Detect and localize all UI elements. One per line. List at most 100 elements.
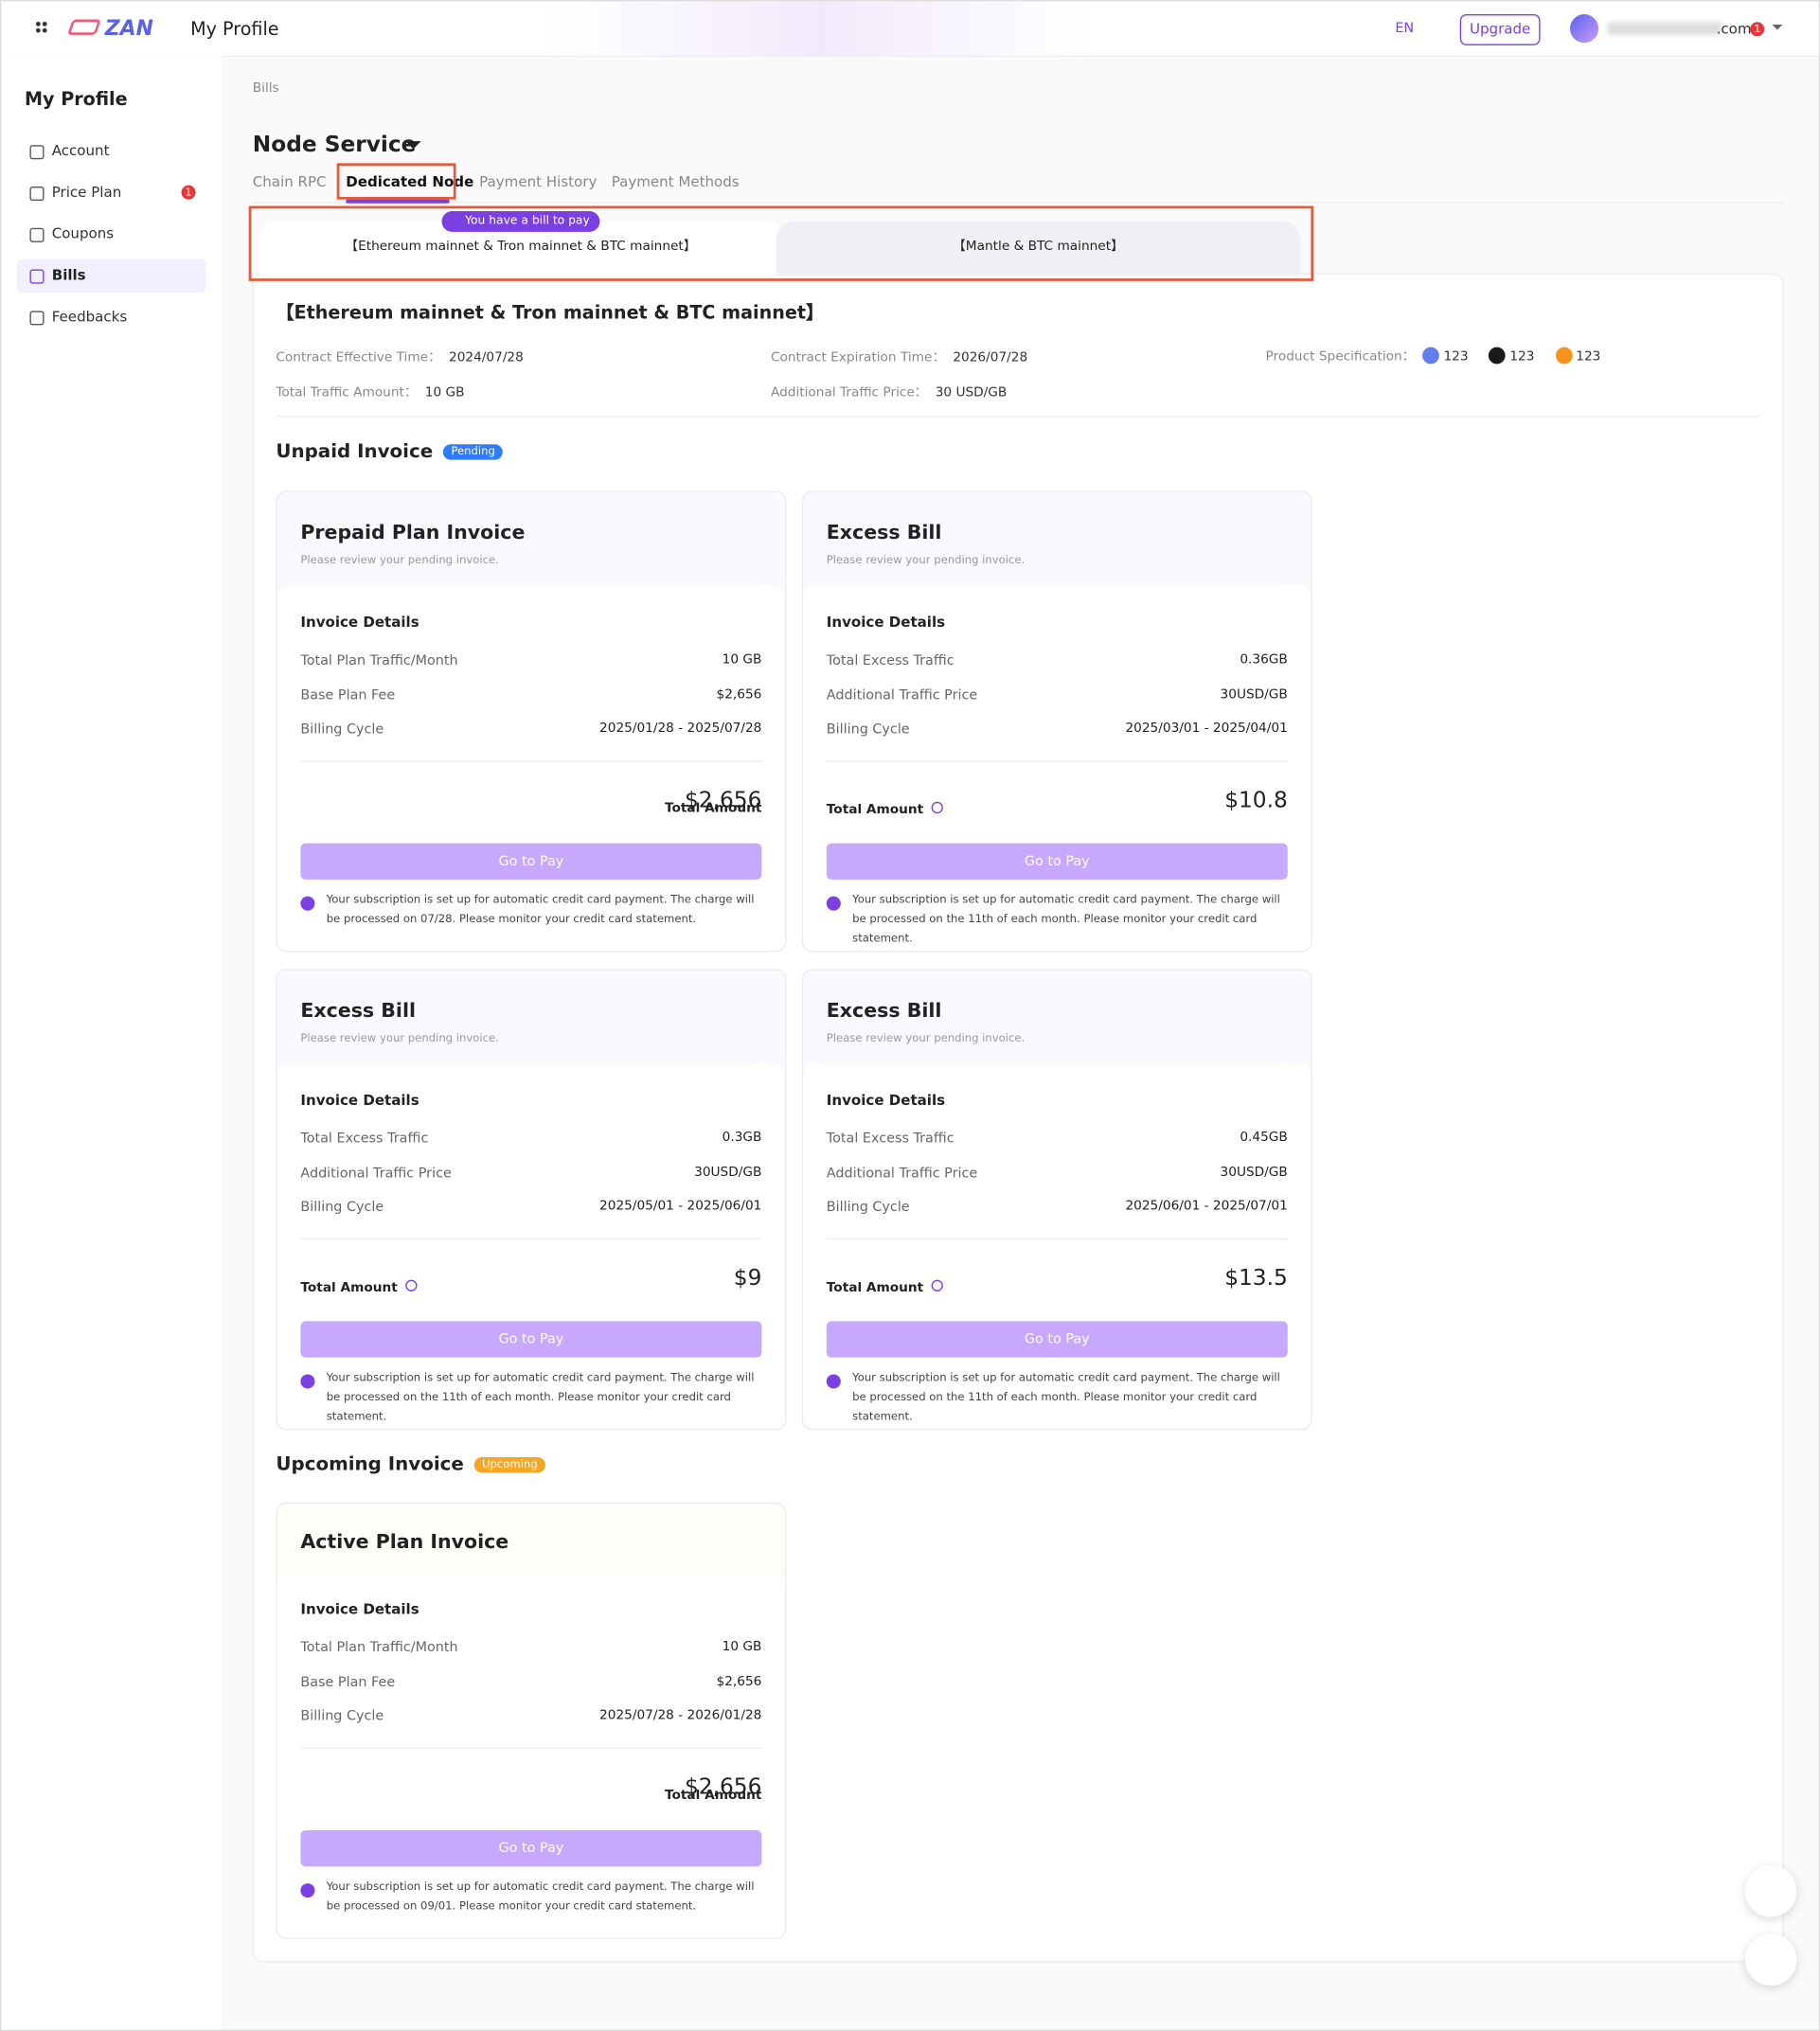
total-amount: $13.5 <box>1224 1265 1288 1292</box>
row-label: Base Plan Fee <box>300 686 396 704</box>
chat-button[interactable] <box>1744 1864 1797 1917</box>
tab-divider <box>252 202 1784 204</box>
subtab-active[interactable]: 【Ethereum mainnet & Tron mainnet & BTC m… <box>259 221 781 276</box>
detail-row: Total Excess Traffic 0.3GB <box>300 1131 761 1146</box>
notice-pill: You have a bill to pay <box>441 210 600 232</box>
heading[interactable]: Node Service <box>252 132 417 158</box>
pay-button[interactable]: Go to Pay <box>300 1321 762 1358</box>
invoice-card: Excess Bill Please review your pending in… <box>801 490 1312 953</box>
logo[interactable]: ZAN <box>104 15 153 41</box>
total-amount: $2,656 <box>685 1774 762 1801</box>
divider <box>826 760 1288 762</box>
row-value: 2025/05/01 - 2025/06/01 <box>599 1199 762 1214</box>
detail-row: Base Plan Fee $2,656 <box>300 687 761 703</box>
row-value: 2025/07/28 - 2026/01/28 <box>599 1708 762 1723</box>
tab[interactable]: Chain RPC <box>252 173 327 191</box>
upgrade-button[interactable]: Upgrade <box>1459 14 1541 45</box>
payment-note: Your subscription is set up for automati… <box>326 1371 755 1424</box>
total-amount: $2,656 <box>685 787 762 814</box>
total-text: Total Amount <box>664 1789 762 1804</box>
field-value: 30 USD/GB <box>935 385 1008 401</box>
discord-button[interactable] <box>1744 1933 1797 1986</box>
tab[interactable]: Dedicated Node <box>346 173 474 191</box>
nav-item[interactable]: Feedbacks <box>17 300 206 334</box>
row-value: $2,656 <box>716 686 762 702</box>
nav-item[interactable]: Price Plan 1 <box>17 176 206 210</box>
divider <box>276 416 1761 418</box>
nav-item[interactable]: Bills <box>16 258 206 294</box>
section-badge: Upcoming <box>473 1457 545 1473</box>
nav-icon <box>29 145 45 160</box>
details-title: Invoice Details <box>300 1600 419 1618</box>
chain-icon <box>1422 347 1440 365</box>
spec-value: 123 <box>1443 349 1469 365</box>
card-subtitle: Please review your pending invoice. <box>826 554 1026 568</box>
header: ZAN My Profile EN Upgrade .com 1 <box>1 1 1819 58</box>
info-dot <box>300 896 315 911</box>
user-email[interactable]: .com <box>1716 20 1752 38</box>
card-body: Invoice Details Total Plan Traffic/Month 1… <box>277 585 786 952</box>
section-title: Unpaid Invoice Pending <box>276 441 504 463</box>
payment-note: Your subscription is set up for automati… <box>852 1371 1280 1424</box>
divider <box>300 760 762 762</box>
user-badge: 1 <box>1750 22 1765 37</box>
detail-row: Total Plan Traffic/Month 10 GB <box>300 652 761 668</box>
row-value: 0.3GB <box>722 1131 762 1146</box>
detail-row: Total Excess Traffic 0.45GB <box>827 1131 1288 1146</box>
total-amount: $10.8 <box>1224 787 1288 814</box>
payment-note: Your subscription is set up for automati… <box>326 1880 755 1914</box>
detail-row: Additional Traffic Price 30USD/GB <box>827 687 1288 703</box>
card-body: Invoice Details Total Excess Traffic 0.36G… <box>803 585 1311 952</box>
nav-badge: 1 <box>181 185 196 200</box>
detail-row: Billing Cycle 2025/05/01 - 2025/06/01 <box>300 1200 761 1215</box>
contract-field: Contract Expiration Time： 2026/07/28 <box>771 342 1027 366</box>
section-label: Upcoming Invoice <box>276 1454 464 1476</box>
tab[interactable]: Payment History <box>479 173 598 191</box>
nav-label: Coupons <box>51 225 115 242</box>
nav-item[interactable]: Account <box>17 134 206 169</box>
detail-row: Billing Cycle 2025/06/01 - 2025/07/01 <box>827 1200 1288 1215</box>
total-amount: $9 <box>733 1265 762 1292</box>
total-label: Total Amount <box>300 1789 761 1803</box>
language[interactable]: EN <box>1395 20 1415 37</box>
field-label: Total Traffic Amount： <box>276 385 418 401</box>
header-title[interactable]: My Profile <box>190 19 279 41</box>
nav-item[interactable]: Coupons <box>17 218 206 252</box>
total-text: Total Amount <box>826 1280 924 1295</box>
field-label: Contract Expiration Time： <box>770 350 946 365</box>
details-title: Invoice Details <box>300 614 419 632</box>
nav-icon <box>29 186 45 202</box>
field-label: Contract Effective Time： <box>276 350 441 365</box>
divider <box>300 1238 762 1240</box>
pay-button[interactable]: Go to Pay <box>300 1829 762 1867</box>
field-value: 2026/07/28 <box>953 350 1028 365</box>
detail-row: Base Plan Fee $2,656 <box>300 1674 761 1689</box>
row-label: Additional Traffic Price <box>826 686 978 704</box>
section-label: Unpaid Invoice <box>276 441 434 463</box>
row-value: 2025/01/28 - 2025/07/28 <box>599 721 762 737</box>
card-subtitle: Please review your pending invoice. <box>300 1032 499 1045</box>
total-label: Total Amount <box>827 801 1288 817</box>
pay-button[interactable]: Go to Pay <box>826 843 1288 880</box>
contract-field: Additional Traffic Price： 30 USD/GB <box>771 377 1007 401</box>
divider <box>300 1747 762 1749</box>
row-label: Billing Cycle <box>826 721 910 738</box>
row-label: Billing Cycle <box>300 721 384 738</box>
detail-row: Additional Traffic Price 30USD/GB <box>300 1166 761 1181</box>
card-body: Invoice Details Total Excess Traffic 0.3GB… <box>277 1063 786 1429</box>
pay-button[interactable]: Go to Pay <box>826 1321 1288 1358</box>
row-label: Billing Cycle <box>826 1199 910 1216</box>
field-label: Product Specification： <box>1265 349 1416 365</box>
pay-button[interactable]: Go to Pay <box>300 843 762 880</box>
section-badge: Pending <box>443 444 504 460</box>
card-title: Excess Bill <box>826 998 942 1023</box>
dropdown-caret <box>1772 24 1783 35</box>
logo-mark <box>66 19 101 35</box>
contract-field: Total Traffic Amount： 10 GB <box>276 377 464 401</box>
heading-caret <box>405 141 421 156</box>
total-label: Total Amount <box>300 802 761 816</box>
subtab[interactable]: 【Mantle & BTC mainnet】 <box>776 221 1301 276</box>
tab[interactable]: Payment Methods <box>611 173 740 191</box>
card-title: Excess Bill <box>826 520 942 544</box>
